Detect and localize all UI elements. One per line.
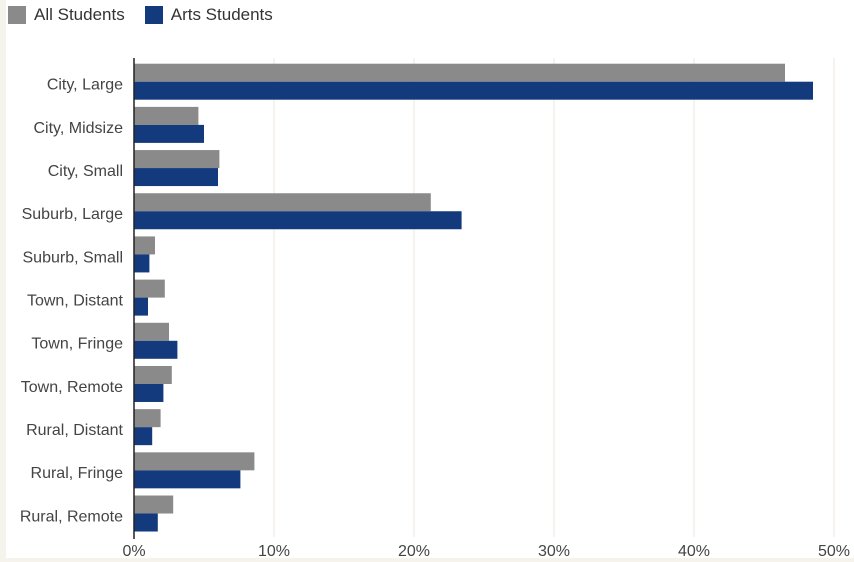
bar-arts-students-rural-distant[interactable] xyxy=(134,427,153,446)
bar-all-students-town-remote[interactable] xyxy=(134,365,172,384)
legend-label-arts-students: Arts Students xyxy=(170,5,273,24)
x-tick-label: 40% xyxy=(678,543,710,560)
bar-all-students-rural-distant[interactable] xyxy=(134,409,161,428)
bar-arts-students-town-fringe[interactable] xyxy=(134,340,178,359)
bar-all-students-suburb-small[interactable] xyxy=(134,236,155,255)
category-label: Town, Remote xyxy=(21,379,123,396)
bar-arts-students-rural-fringe[interactable] xyxy=(134,470,241,489)
bar-arts-students-suburb-small[interactable] xyxy=(134,254,150,273)
bar-all-students-rural-fringe[interactable] xyxy=(134,452,255,471)
category-label: Suburb, Large xyxy=(22,206,124,223)
legend: All Students Arts Students xyxy=(8,4,293,26)
bar-all-students-rural-remote[interactable] xyxy=(134,495,174,514)
x-tick-label: 20% xyxy=(398,543,430,560)
legend-swatch-all-students xyxy=(8,6,26,24)
category-label: Rural, Fringe xyxy=(31,465,124,482)
bar-all-students-town-distant[interactable] xyxy=(134,279,165,298)
category-label: Rural, Distant xyxy=(26,422,123,439)
x-tick-label: 50% xyxy=(818,543,850,560)
bar-all-students-suburb-large[interactable] xyxy=(134,193,431,212)
legend-item-arts-students[interactable]: Arts Students xyxy=(144,5,273,25)
bar-arts-students-rural-remote[interactable] xyxy=(134,513,158,532)
category-label: Rural, Remote xyxy=(20,508,123,525)
legend-item-all-students[interactable]: All Students xyxy=(8,5,125,25)
x-tick-label: 0% xyxy=(122,543,145,560)
bar-all-students-city-small[interactable] xyxy=(134,150,220,169)
legend-swatch-arts-students xyxy=(144,6,163,24)
bar-arts-students-city-small[interactable] xyxy=(134,168,218,187)
bar-all-students-town-fringe[interactable] xyxy=(134,322,169,341)
category-label: Town, Fringe xyxy=(31,336,123,353)
x-tick-label: 10% xyxy=(258,543,290,560)
bar-all-students-city-large[interactable] xyxy=(134,63,785,82)
category-label: City, Large xyxy=(47,77,123,94)
category-label: City, Midsize xyxy=(34,120,124,137)
category-label: Town, Distant xyxy=(27,293,124,310)
category-label: City, Small xyxy=(48,163,123,180)
category-label: Suburb, Small xyxy=(23,249,124,266)
x-tick-label: 30% xyxy=(538,543,570,560)
bar-all-students-city-midsize[interactable] xyxy=(134,106,199,125)
bar-arts-students-town-remote[interactable] xyxy=(134,383,164,402)
bar-arts-students-city-midsize[interactable] xyxy=(134,124,204,143)
bar-arts-students-city-large[interactable] xyxy=(134,81,813,100)
bar-arts-students-town-distant[interactable] xyxy=(134,297,148,316)
legend-label-all-students: All Students xyxy=(34,5,125,24)
bar-arts-students-suburb-large[interactable] xyxy=(134,211,462,230)
